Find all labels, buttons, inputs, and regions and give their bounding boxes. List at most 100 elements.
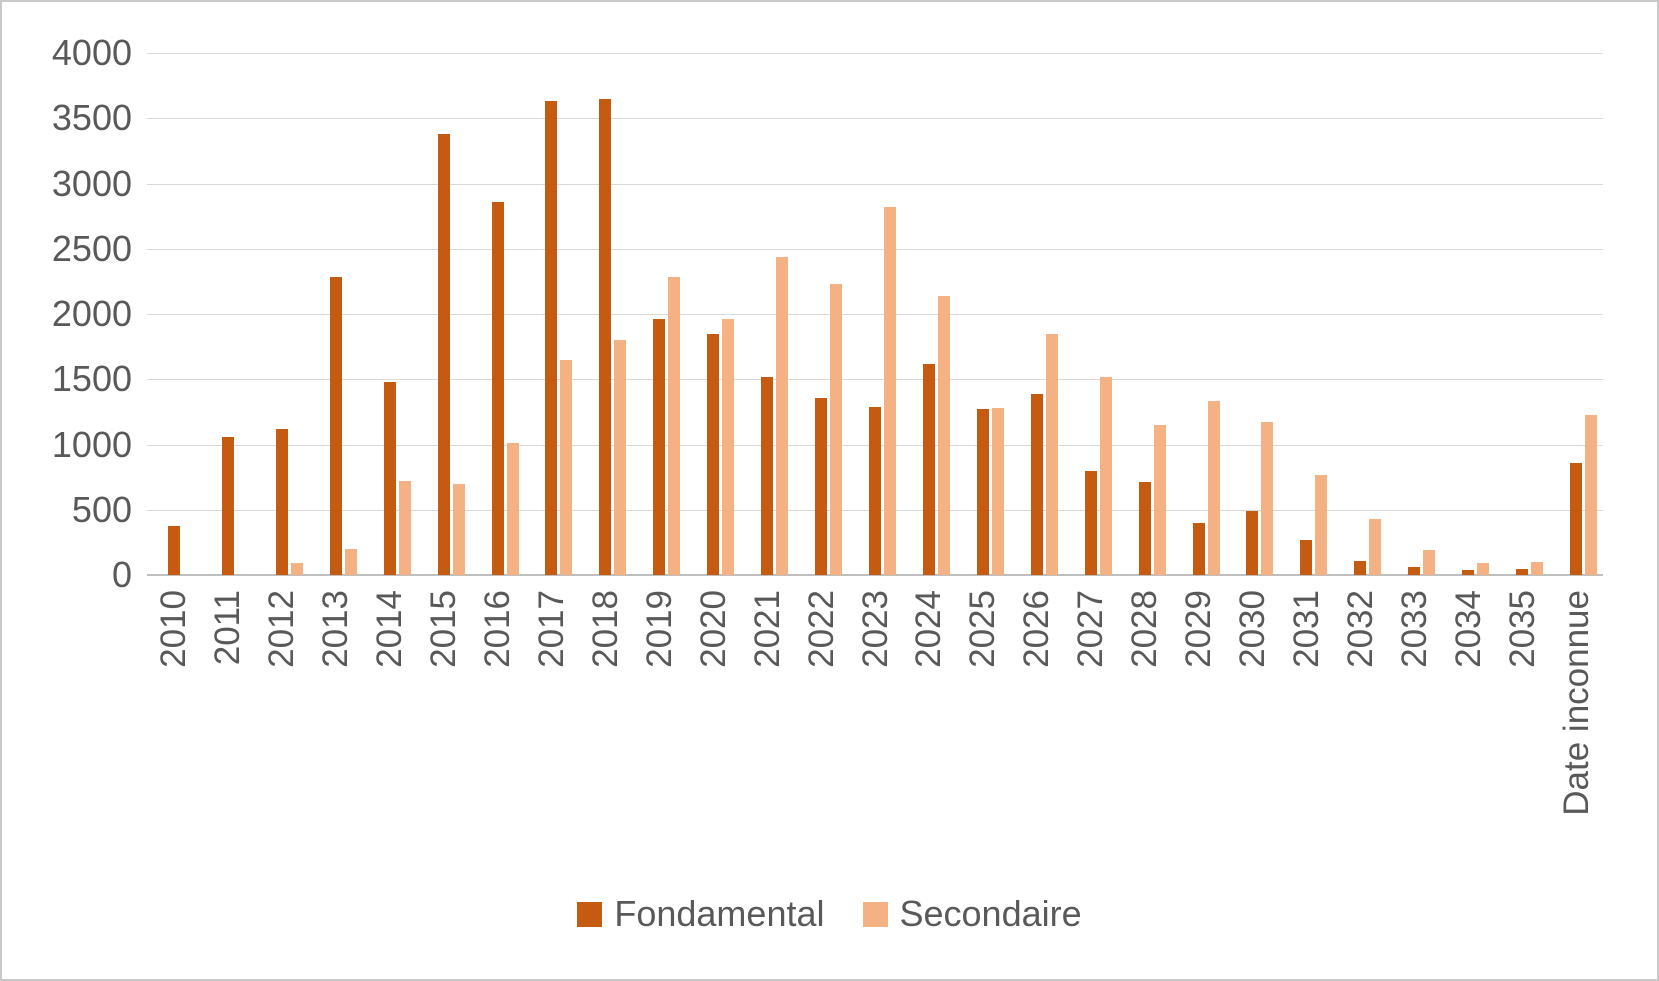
legend-label-fondamental: Fondamental — [614, 893, 825, 934]
bar-fondamental-2021 — [761, 376, 774, 575]
x-tick-label-text: 2023 — [855, 590, 895, 668]
x-tick-label-text: 2028 — [1125, 590, 1165, 668]
bar-fondamental-2035 — [1516, 569, 1529, 575]
y-tick-label-2500: 2500 — [51, 227, 132, 269]
x-tick-label-2035: 2035 — [1500, 590, 1544, 810]
bar-group-2014 — [363, 53, 417, 575]
x-tick-label-2020: 2020 — [691, 590, 735, 810]
legend-entry-fondamental: Fondamental — [577, 893, 825, 935]
bar-secondaire-2026 — [1045, 333, 1058, 575]
y-tick-label-0: 0 — [111, 554, 132, 595]
bar-secondaire-2029 — [1207, 401, 1220, 575]
bar-fondamental-2017 — [545, 101, 558, 575]
bar-fondamental-2032 — [1354, 560, 1367, 575]
bar-fondamental-2030 — [1246, 511, 1259, 575]
bar-fondamental-2012 — [275, 428, 288, 575]
x-tick-label-text: 2035 — [1502, 590, 1542, 668]
x-tick-label-2017: 2017 — [529, 590, 573, 810]
x-tick-label-text: 2010 — [154, 590, 194, 668]
legend-label-secondaire: Secondaire — [899, 893, 1082, 934]
x-tick-label-2013: 2013 — [314, 590, 358, 810]
x-tick-label-2023: 2023 — [853, 590, 897, 810]
x-tick-label-text: 2013 — [316, 590, 356, 668]
x-tick-label-text: 2021 — [747, 590, 787, 668]
bar-group-2025 — [956, 53, 1010, 575]
x-tick-label-2021: 2021 — [745, 590, 789, 810]
bar-group-2032 — [1333, 53, 1387, 575]
bar-fondamental-2031 — [1300, 540, 1313, 575]
bar-group-2029 — [1172, 53, 1226, 575]
gridline-2500 — [147, 248, 1603, 250]
bar-group-2028 — [1118, 53, 1172, 575]
x-tick-label-2025: 2025 — [961, 590, 1005, 810]
x-tick-label-2026: 2026 — [1015, 590, 1059, 810]
bar-group-2023 — [848, 53, 902, 575]
plot-area — [147, 53, 1603, 576]
bar-fondamental-2026 — [1030, 393, 1043, 575]
legend-swatch-secondaire — [862, 901, 888, 927]
x-tick-label-text: 2027 — [1071, 590, 1111, 668]
bar-secondaire-2019 — [668, 277, 681, 575]
bar-group-2033 — [1387, 53, 1441, 575]
bar-fondamental-2013 — [329, 277, 342, 575]
x-tick-label-text: Date inconnue — [1556, 590, 1596, 816]
x-tick-label-text: 2017 — [531, 590, 571, 668]
gridline-1500 — [147, 379, 1603, 381]
bar-secondaire-2014 — [398, 481, 411, 575]
bar-fondamental-2027 — [1084, 470, 1097, 575]
x-tick-label-text: 2030 — [1232, 590, 1272, 668]
x-tick-label-2034: 2034 — [1446, 590, 1490, 810]
bar-secondaire-2022 — [830, 284, 843, 575]
bar-secondaire-2034 — [1477, 562, 1490, 575]
x-tick-label-2031: 2031 — [1284, 590, 1328, 810]
bar-secondaire-2021 — [776, 256, 789, 575]
bar-group-2022 — [794, 53, 848, 575]
bar-fondamental-2028 — [1138, 482, 1151, 575]
x-tick-label-2033: 2033 — [1392, 590, 1436, 810]
x-tick-label-2015: 2015 — [422, 590, 466, 810]
x-tick-label-2030: 2030 — [1230, 590, 1274, 810]
bar-secondaire-2012 — [290, 562, 303, 575]
legend-entry-secondaire: Secondaire — [862, 893, 1082, 935]
bar-fondamental-2015 — [437, 133, 450, 575]
y-tick-label-4000: 4000 — [51, 32, 132, 73]
bar-group-2015 — [417, 53, 471, 575]
x-tick-label-2014: 2014 — [368, 590, 412, 810]
x-tick-label-text: 2024 — [909, 590, 949, 668]
x-tick-label-2027: 2027 — [1069, 590, 1113, 810]
bar-group-2016 — [471, 53, 525, 575]
bar-fondamental-2033 — [1408, 567, 1421, 575]
bar-fondamental-Date inconnue — [1569, 462, 1582, 575]
x-tick-label-text: 2033 — [1394, 590, 1434, 668]
bar-group-2019 — [632, 53, 686, 575]
bar-fondamental-2024 — [922, 363, 935, 575]
x-tick-label-Date inconnue: Date inconnue — [1554, 590, 1598, 816]
bar-secondaire-2031 — [1315, 474, 1328, 575]
x-tick-label-2022: 2022 — [799, 590, 843, 810]
x-tick-label-text: 2032 — [1340, 590, 1380, 668]
bar-group-2034 — [1441, 53, 1495, 575]
x-tick-label-text: 2012 — [262, 590, 302, 668]
y-tick-label-2000: 2000 — [51, 293, 132, 334]
bar-secondaire-2015 — [452, 483, 465, 575]
bar-group-2030 — [1225, 53, 1279, 575]
bar-secondaire-2023 — [883, 207, 896, 575]
bar-fondamental-2019 — [653, 319, 666, 575]
bar-fondamental-2020 — [707, 333, 720, 575]
x-tick-label-text: 2016 — [478, 590, 518, 668]
bar-fondamental-2034 — [1462, 569, 1475, 575]
gridline-4000 — [147, 53, 1603, 54]
gridline-3000 — [147, 183, 1603, 185]
y-tick-label-3500: 3500 — [51, 97, 132, 139]
bar-fondamental-2014 — [383, 381, 396, 575]
bar-group-2035 — [1495, 53, 1549, 575]
x-tick-label-text: 2026 — [1017, 590, 1057, 668]
bar-secondaire-2035 — [1531, 561, 1544, 575]
bar-group-2024 — [902, 53, 956, 575]
bar-secondaire-2027 — [1099, 376, 1112, 575]
y-tick-label-500: 500 — [71, 488, 132, 530]
x-tick-label-text: 2034 — [1448, 590, 1488, 668]
x-tick-label-2016: 2016 — [476, 590, 520, 810]
legend: Fondamental Secondaire — [2, 893, 1657, 935]
x-tick-label-2024: 2024 — [907, 590, 951, 810]
